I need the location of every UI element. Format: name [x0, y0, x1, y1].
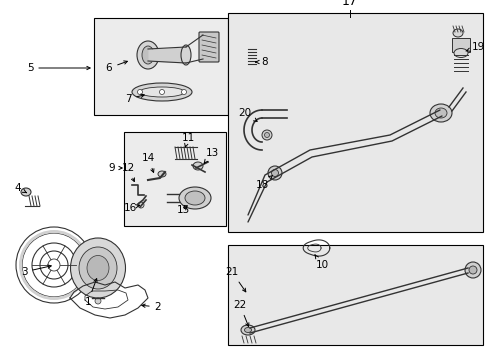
Text: 2: 2: [142, 302, 161, 312]
Ellipse shape: [453, 49, 467, 58]
Ellipse shape: [158, 171, 165, 177]
FancyBboxPatch shape: [199, 32, 219, 62]
Text: 6: 6: [105, 61, 127, 73]
Text: 11: 11: [181, 133, 194, 147]
Ellipse shape: [184, 191, 204, 205]
Text: 8: 8: [255, 57, 268, 67]
Ellipse shape: [142, 46, 154, 64]
Circle shape: [95, 298, 101, 304]
Ellipse shape: [79, 247, 117, 289]
Circle shape: [181, 90, 186, 94]
Bar: [124, 132, 225, 226]
Ellipse shape: [132, 83, 192, 101]
Ellipse shape: [137, 41, 159, 69]
Ellipse shape: [429, 104, 451, 122]
Text: 4: 4: [15, 183, 26, 193]
Text: 9: 9: [108, 163, 122, 173]
Bar: [227, 245, 482, 345]
Circle shape: [262, 130, 271, 140]
Circle shape: [137, 90, 142, 94]
Ellipse shape: [241, 325, 254, 335]
Ellipse shape: [179, 187, 210, 209]
Circle shape: [159, 90, 164, 94]
Text: 16: 16: [123, 203, 139, 213]
Text: 12: 12: [121, 163, 134, 181]
Bar: [227, 13, 482, 232]
Ellipse shape: [139, 87, 184, 97]
Text: 7: 7: [124, 94, 144, 104]
Text: 17: 17: [342, 0, 357, 8]
Ellipse shape: [21, 188, 31, 196]
Text: 13: 13: [204, 148, 218, 163]
Bar: [94, 18, 227, 115]
Text: 1: 1: [84, 279, 97, 307]
Circle shape: [264, 132, 269, 138]
Circle shape: [267, 166, 282, 180]
Text: 20: 20: [238, 108, 257, 121]
Ellipse shape: [193, 162, 203, 170]
Text: 18: 18: [255, 175, 272, 190]
Bar: [451, 38, 469, 52]
Text: 22: 22: [233, 300, 248, 327]
Text: 10: 10: [314, 255, 328, 270]
Text: 21: 21: [225, 267, 245, 292]
Text: 14: 14: [141, 153, 154, 172]
Text: 3: 3: [20, 265, 51, 277]
Text: 19: 19: [465, 42, 484, 52]
Circle shape: [138, 202, 143, 208]
Ellipse shape: [70, 238, 125, 298]
Ellipse shape: [244, 328, 251, 333]
Text: 15: 15: [176, 205, 189, 215]
Ellipse shape: [246, 44, 257, 50]
Text: 5: 5: [27, 63, 90, 73]
Ellipse shape: [181, 45, 191, 65]
Circle shape: [271, 170, 278, 176]
Ellipse shape: [87, 256, 109, 280]
Circle shape: [464, 262, 480, 278]
Ellipse shape: [434, 108, 446, 118]
Circle shape: [468, 266, 476, 274]
Ellipse shape: [452, 29, 462, 37]
